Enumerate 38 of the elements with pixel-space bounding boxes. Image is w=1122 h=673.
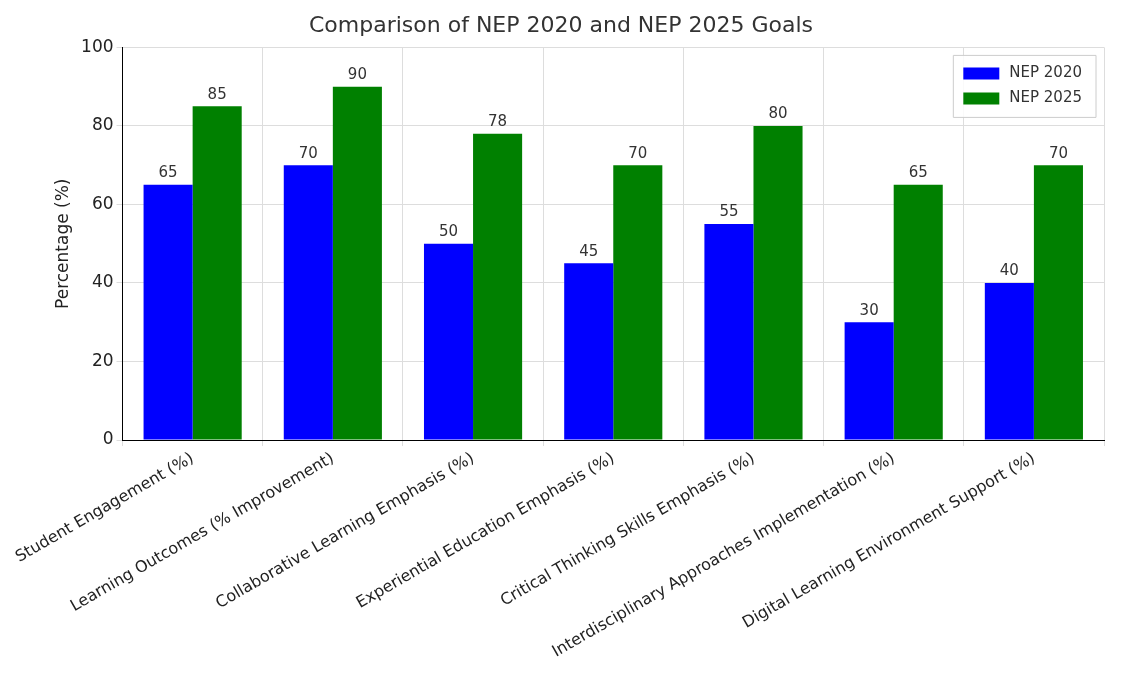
y-tick-label: 0: [102, 428, 114, 449]
y-axis-title: Percentage (%): [52, 178, 73, 309]
data-label: 30: [859, 300, 879, 319]
data-label: 70: [628, 143, 648, 162]
bar: [984, 282, 1034, 440]
legend-label: NEP 2025: [1009, 88, 1082, 107]
data-label: 70: [1048, 143, 1068, 162]
data-label: 80: [768, 104, 788, 123]
y-tick-label: 100: [81, 35, 114, 56]
data-label: 40: [999, 261, 1019, 280]
bar: [704, 224, 754, 440]
bar: [332, 86, 382, 440]
legend-label: NEP 2020: [1009, 63, 1082, 82]
bar: [893, 184, 943, 440]
bar: [844, 322, 894, 440]
bar: [564, 263, 614, 440]
data-label: 45: [579, 241, 599, 260]
y-tick-label: 20: [91, 349, 114, 370]
data-label: 55: [719, 202, 739, 221]
data-label: 65: [158, 163, 178, 182]
data-label: 70: [298, 143, 318, 162]
data-label: 50: [438, 222, 459, 241]
data-label: 78: [488, 112, 508, 131]
data-label: 85: [207, 84, 227, 103]
chart-title: Comparison of NEP 2020 and NEP 2025 Goals: [308, 11, 814, 37]
bar: [192, 106, 242, 440]
bar: [1033, 165, 1083, 440]
data-label: 90: [347, 65, 367, 84]
data-label: 65: [908, 163, 928, 182]
bar: [423, 243, 474, 440]
bar: [753, 125, 803, 440]
bar: [613, 165, 663, 440]
y-tick-label: 40: [91, 271, 114, 292]
bar: [283, 165, 333, 440]
y-tick-label: 80: [91, 114, 114, 135]
bar: [473, 133, 523, 440]
bar: [143, 184, 193, 440]
y-tick-label: 60: [91, 192, 114, 213]
